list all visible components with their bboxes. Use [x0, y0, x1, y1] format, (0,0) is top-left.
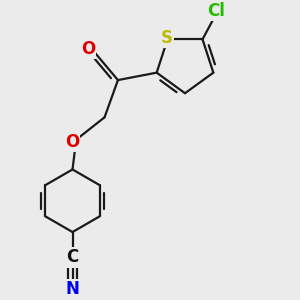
Text: O: O: [81, 40, 95, 58]
Text: O: O: [64, 133, 79, 151]
Text: N: N: [66, 280, 80, 298]
Text: C: C: [66, 248, 79, 266]
Text: S: S: [161, 29, 173, 47]
Text: Cl: Cl: [207, 2, 225, 20]
